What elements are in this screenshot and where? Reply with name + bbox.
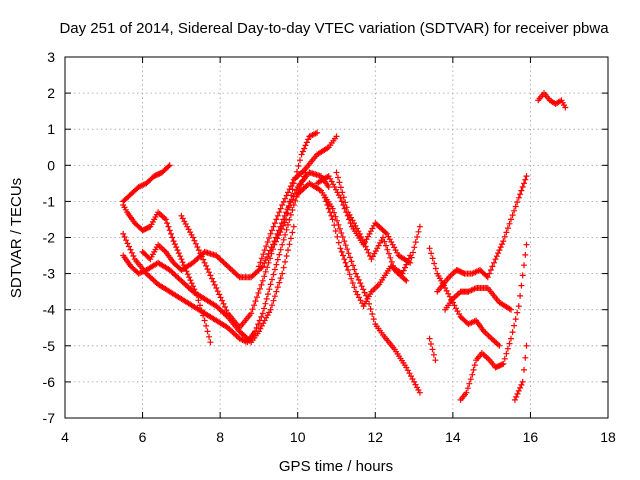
series-track-a bbox=[120, 162, 173, 205]
data-point-markers bbox=[535, 90, 569, 111]
x-tick-label: 12 bbox=[367, 429, 383, 445]
y-tick-label: -6 bbox=[43, 374, 56, 390]
grid-lines bbox=[65, 57, 608, 418]
x-tick-label: 18 bbox=[600, 429, 616, 445]
series-track-f bbox=[178, 129, 321, 331]
data-point-markers bbox=[321, 194, 414, 310]
y-tick-label: -3 bbox=[43, 266, 56, 282]
data-point-markers bbox=[442, 285, 514, 313]
series-track-g bbox=[255, 133, 340, 270]
data-marks bbox=[120, 90, 569, 403]
x-axis-label: GPS time / hours bbox=[279, 458, 393, 475]
chart-title: Day 251 of 2014, Sidereal Day-to-day VTE… bbox=[59, 20, 609, 37]
x-tick-label: 16 bbox=[523, 429, 539, 445]
data-point-markers bbox=[426, 335, 439, 364]
x-tick-label: 8 bbox=[216, 429, 224, 445]
series-track-r bbox=[535, 90, 569, 111]
y-tick-label: -5 bbox=[43, 338, 56, 354]
y-tick-label: 3 bbox=[47, 49, 55, 65]
data-point-markers bbox=[426, 245, 503, 349]
series-track-m bbox=[426, 245, 503, 349]
series-track-n bbox=[434, 173, 530, 295]
y-tick-label: -2 bbox=[43, 230, 56, 246]
x-tick-label: 6 bbox=[139, 429, 147, 445]
series-track-l bbox=[426, 335, 439, 364]
series-track-b bbox=[120, 202, 214, 346]
data-point-markers bbox=[255, 133, 340, 270]
series-track-j bbox=[321, 194, 414, 310]
y-tick-label: 1 bbox=[47, 121, 55, 137]
y-tick-label: 2 bbox=[47, 85, 55, 101]
y-tick-label: -7 bbox=[43, 410, 56, 426]
y-tick-label: -1 bbox=[43, 193, 56, 209]
series-track-k bbox=[333, 169, 410, 284]
series-track-q bbox=[511, 342, 530, 403]
data-point-markers bbox=[120, 202, 214, 346]
data-point-markers bbox=[457, 241, 530, 403]
data-point-markers bbox=[333, 169, 410, 284]
y-tick-label: 0 bbox=[47, 157, 55, 173]
data-point-markers bbox=[178, 129, 321, 331]
data-point-markers bbox=[120, 162, 173, 205]
y-axis-label: SDTVAR / TECUs bbox=[8, 178, 25, 298]
series-track-h bbox=[294, 180, 423, 396]
plot-frame bbox=[64, 56, 609, 419]
series-track-p bbox=[457, 241, 530, 403]
data-point-markers bbox=[120, 169, 309, 346]
x-tick-label: 14 bbox=[445, 429, 461, 445]
data-point-markers bbox=[511, 342, 530, 403]
y-tick-label: -4 bbox=[43, 302, 56, 318]
data-point-markers bbox=[294, 180, 423, 396]
data-point-markers bbox=[434, 173, 530, 295]
x-tick-label: 10 bbox=[290, 429, 306, 445]
series-track-d bbox=[120, 169, 309, 346]
series-track-o bbox=[442, 285, 514, 313]
x-tick-label: 4 bbox=[61, 429, 69, 445]
